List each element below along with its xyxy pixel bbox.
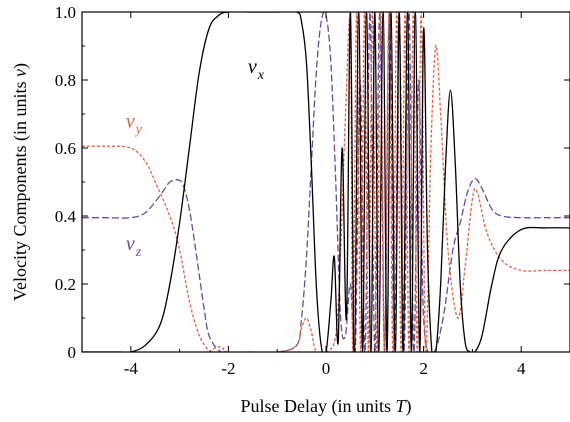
x-tick-label: 0 (322, 359, 331, 378)
series-label-subscript: z (135, 245, 142, 260)
y-axis: 0 0.2 0.4 0.6 0.8 1.0 (55, 3, 570, 362)
series-label-y: vy (126, 111, 143, 138)
x-axis: -4 -2 0 2 4 (81, 12, 570, 378)
y-tick-label: 0.6 (55, 139, 76, 158)
series-label-subscript: x (257, 68, 265, 83)
y-axis-title: Velocity Components (in units v) (10, 63, 31, 301)
y-tick-label: 0.8 (55, 71, 76, 90)
x-axis-title: Pulse Delay (in units T) (240, 396, 411, 417)
y-tick-label: 1.0 (55, 3, 76, 22)
x-tick-label: 2 (419, 359, 428, 378)
series-labels: vx vy vz (126, 56, 265, 260)
y-tick-label: 0.2 (55, 275, 76, 294)
x-tick-label: -4 (124, 359, 139, 378)
y-axis-title-variable: v (10, 69, 30, 77)
series-line-z (82, 12, 570, 352)
y-tick-label: 0.4 (55, 207, 77, 226)
series-label-subscript: y (134, 123, 143, 138)
series-line-x (82, 12, 570, 352)
series-label-z: vz (126, 233, 142, 260)
series-line-y (82, 12, 570, 352)
series-layer (82, 12, 570, 352)
x-tick-label: -2 (221, 359, 235, 378)
x-tick-label: 4 (517, 359, 526, 378)
series-label-x: vx (248, 56, 265, 83)
x-axis-title-variable: T (395, 396, 407, 416)
y-tick-label: 0 (68, 343, 77, 362)
